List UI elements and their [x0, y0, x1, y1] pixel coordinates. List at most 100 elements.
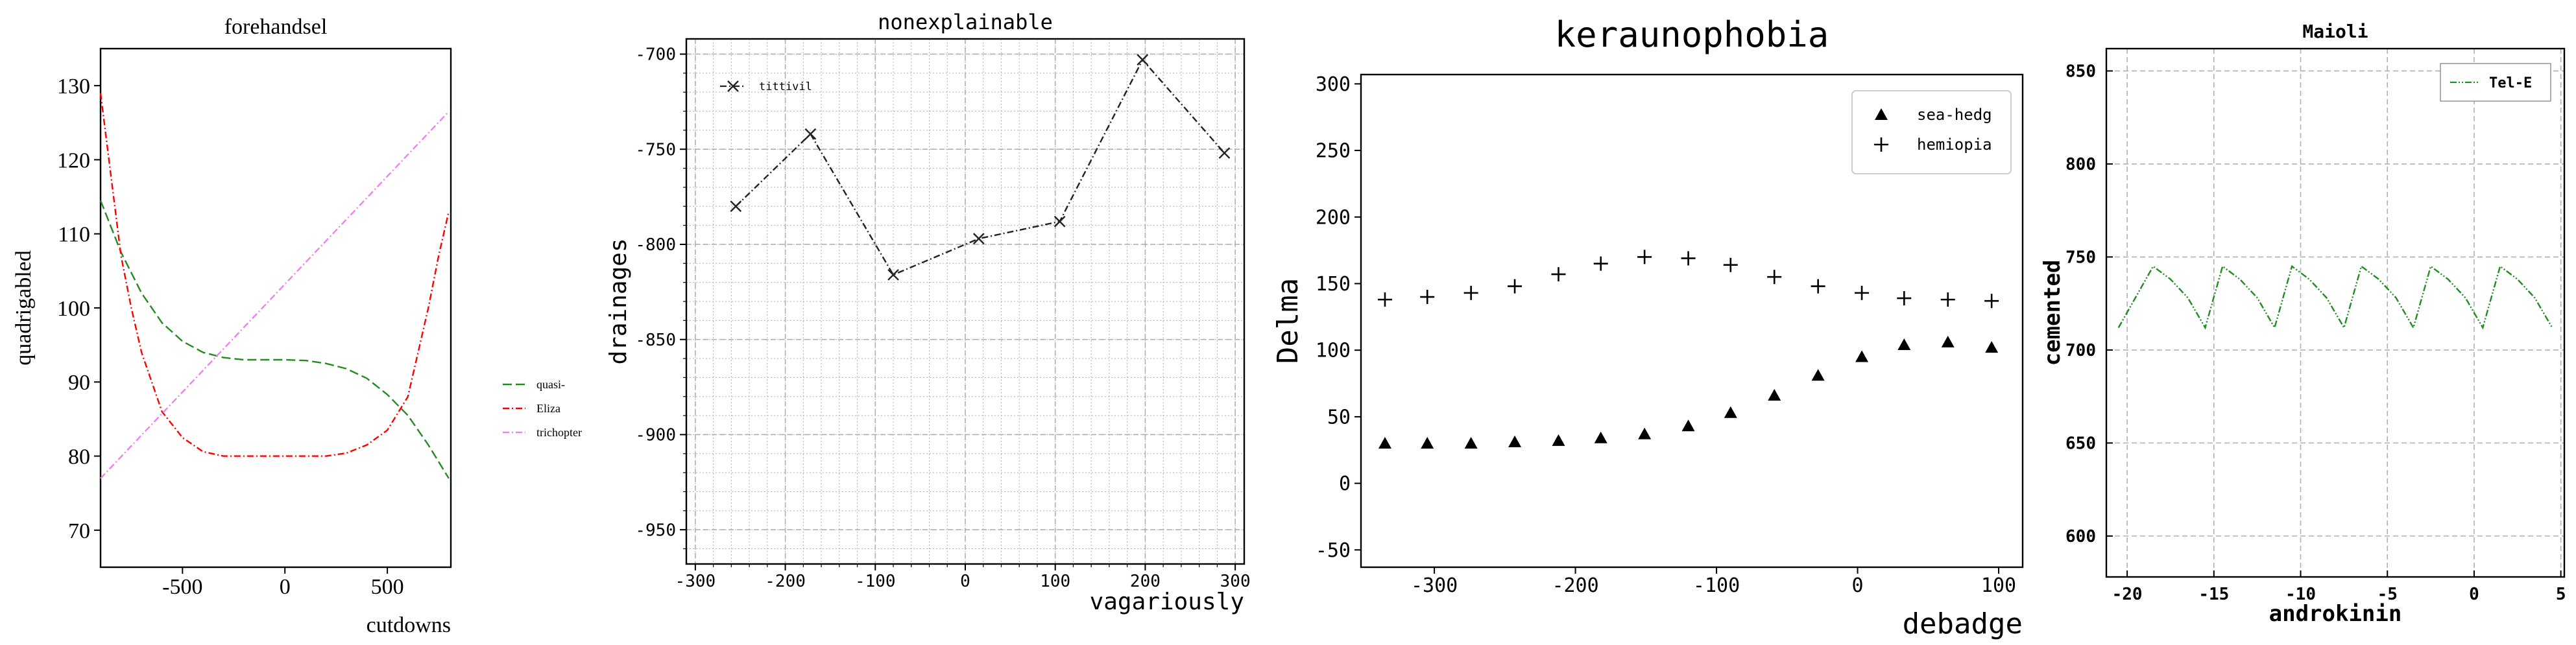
data-point — [1681, 419, 1695, 432]
y-tick-label: 70 — [68, 519, 90, 543]
plot-frame — [2105, 47, 2566, 578]
x-tick-label: 100 — [1040, 572, 1070, 591]
y-tick-label: -950 — [635, 521, 676, 540]
y-axis-label: quadrigabled — [12, 250, 36, 366]
data-point — [1552, 434, 1565, 446]
x-tick-label: 0 — [1852, 574, 1864, 597]
y-axis-label: cemented — [2040, 260, 2065, 366]
data-point — [1463, 285, 1478, 300]
data-point — [730, 200, 742, 213]
y-tick-label: 600 — [2065, 527, 2096, 546]
series-Eliza — [99, 93, 450, 457]
chart-3: -300 -200 -100 0 100 -50 0 50 100 150 200 250 300 ker… — [1271, 14, 2024, 640]
data-point — [1421, 436, 1434, 449]
data-point — [1811, 279, 1825, 294]
data-point — [1984, 294, 1999, 309]
legend-box — [1851, 90, 2012, 174]
data-point — [1681, 251, 1696, 266]
y-tick-label: -900 — [635, 426, 676, 445]
y-tick-label: 90 — [68, 371, 90, 395]
x-tick-label: 100 — [1981, 574, 2016, 597]
plot-frame — [1360, 73, 2024, 569]
plot-frame — [99, 47, 452, 569]
y-tick-label: 50 — [1327, 406, 1351, 428]
data-point — [1941, 335, 1955, 347]
data-point — [1377, 292, 1392, 307]
data-point — [1137, 54, 1149, 66]
data-point — [1594, 431, 1607, 443]
series-sea-hedg — [1378, 335, 1999, 449]
chart-title: Maioli — [2302, 21, 2368, 42]
data-point — [1855, 285, 1870, 300]
data-point — [1508, 435, 1522, 447]
x-tick-label: 5 — [2556, 585, 2566, 604]
data-point — [804, 128, 817, 140]
x-axis-label: debadge — [1903, 607, 2023, 640]
y-tick-label: 0 — [1339, 473, 1351, 495]
legend-label: quasi- — [536, 378, 565, 391]
legend: sea-hedg hemiopia — [1851, 90, 2012, 174]
x-tick-label: -100 — [855, 572, 896, 591]
x-tick-label: 500 — [371, 575, 404, 599]
y-tick-label: 750 — [2065, 248, 2096, 268]
y-tick-label: 150 — [1316, 273, 1351, 296]
data-point — [1855, 350, 1869, 362]
data-point — [1508, 279, 1523, 294]
chart-title: nonexplainable — [878, 10, 1053, 34]
data-point — [1637, 250, 1652, 264]
chart-2: -300 -200 -100 0 100 200 300 -950 -900 -850 -800 -7… — [605, 10, 1251, 615]
grid — [2106, 49, 2564, 577]
y-tick-label: 250 — [1316, 140, 1351, 163]
y-axis-label: Delma — [1271, 278, 1305, 364]
data-point — [887, 269, 899, 281]
x-tick-label: -200 — [1552, 574, 1598, 597]
series-tittivil — [730, 54, 1231, 281]
x-axis-label: vagariously — [1090, 589, 1244, 615]
series-line — [99, 200, 450, 479]
chart-4: -20 -15 -10 -5 0 5 600 650 700 750 800 850 Maioli and… — [2040, 21, 2566, 627]
y-tick-label: 130 — [57, 75, 90, 99]
y-tick-label: -50 — [1316, 539, 1351, 562]
y-tick-label: 650 — [2065, 434, 2096, 453]
x-tick-label: -300 — [675, 572, 716, 591]
series-quasi- — [99, 200, 450, 479]
legend-label: hemiopia — [1917, 135, 1992, 154]
x-tick-label: -20 — [2112, 585, 2143, 604]
x-tick-label: 0 — [2469, 585, 2479, 604]
data-point — [1723, 257, 1738, 272]
series-line — [2117, 264, 2553, 330]
y-axis-label: drainages — [605, 238, 632, 364]
legend: tittivil — [720, 80, 812, 93]
legend-label: Tel-E — [2489, 75, 2532, 91]
data-point — [1378, 436, 1391, 449]
series-Tel-E — [2117, 264, 2553, 330]
x-tick-label: -100 — [1693, 574, 1740, 597]
x-tick-label: -500 — [162, 575, 202, 599]
legend-label: tittivil — [759, 80, 812, 93]
series-line — [99, 93, 450, 457]
data-point — [1897, 338, 1911, 350]
legend-label: trichopter — [536, 426, 582, 439]
y-tick-label: -700 — [635, 45, 676, 65]
y-tick-label: -850 — [635, 331, 676, 350]
data-point — [1940, 292, 1955, 307]
x-tick-label: 0 — [280, 575, 291, 599]
x-tick-label: 200 — [1130, 572, 1161, 591]
x-tick-label: -300 — [1411, 574, 1458, 597]
y-tick-label: 100 — [1316, 340, 1351, 362]
data-point — [1593, 256, 1608, 271]
y-tick-label: -750 — [635, 140, 676, 159]
x-axis-label: cutdowns — [367, 613, 451, 637]
data-point — [1768, 389, 1781, 401]
legend-marker — [1875, 108, 1888, 120]
grid — [686, 39, 1244, 564]
y-tick-label: 850 — [2065, 62, 2096, 82]
y-tick-label: 700 — [2065, 341, 2096, 360]
chart-title: forehandsel — [224, 15, 328, 39]
data-point — [1811, 369, 1825, 381]
y-tick-label: 100 — [57, 297, 90, 321]
data-point — [1767, 270, 1782, 285]
y-tick-label: 200 — [1316, 206, 1351, 229]
data-point — [1638, 427, 1652, 440]
